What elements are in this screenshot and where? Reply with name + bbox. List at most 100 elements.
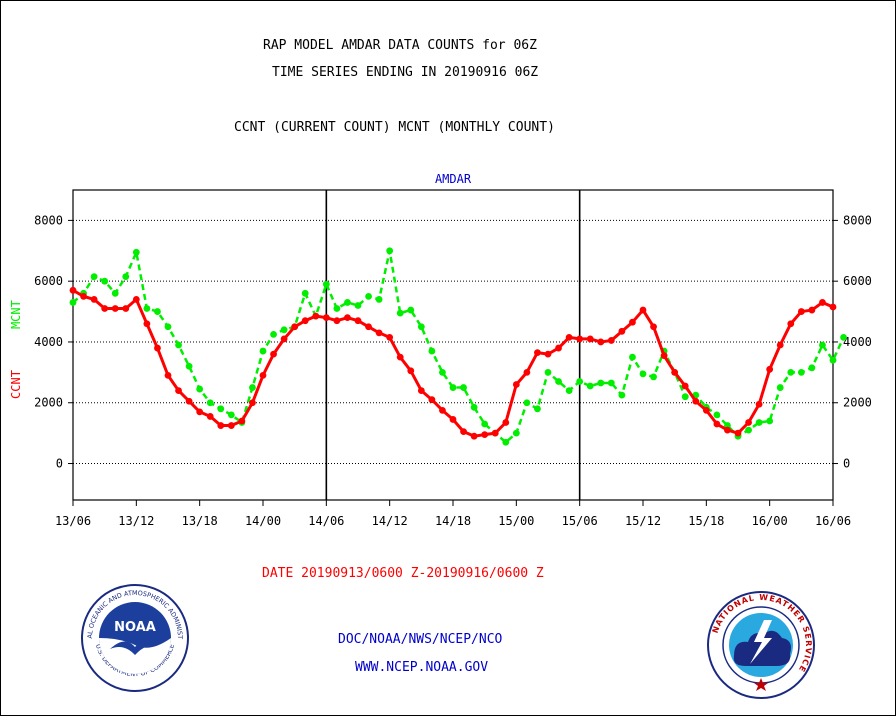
- data-point-mcnt: [428, 347, 436, 355]
- noaa-logo-text: NOAA: [114, 620, 156, 635]
- data-point-ccnt: [618, 327, 626, 335]
- data-point-ccnt: [787, 320, 795, 328]
- data-point-mcnt: [101, 277, 109, 285]
- data-point-mcnt: [797, 368, 805, 376]
- data-point-ccnt: [227, 422, 235, 429]
- y-axis-label-mcnt: MCNT: [9, 300, 23, 329]
- data-point-mcnt: [439, 368, 446, 376]
- data-point-ccnt: [819, 299, 826, 306]
- website-link[interactable]: WWW.NCEP.NOAA.GOV: [355, 660, 489, 675]
- data-point-ccnt: [660, 352, 668, 360]
- data-point-ccnt: [249, 399, 256, 407]
- data-point-ccnt: [491, 429, 499, 437]
- data-point-mcnt: [787, 368, 795, 376]
- data-point-ccnt: [259, 371, 267, 379]
- data-point-mcnt: [523, 399, 531, 407]
- data-point-ccnt: [270, 350, 277, 358]
- data-point-mcnt: [565, 387, 573, 394]
- data-point-mcnt: [322, 280, 330, 288]
- y-tick-label-right: 0: [843, 457, 850, 471]
- data-point-mcnt: [206, 399, 214, 407]
- data-point-ccnt: [460, 428, 467, 436]
- data-point-ccnt: [481, 431, 489, 439]
- data-point-mcnt: [534, 405, 541, 413]
- data-point-mcnt: [639, 370, 647, 378]
- y-tick-label-right: 4000: [843, 335, 872, 349]
- data-point-mcnt: [819, 341, 826, 349]
- data-point-ccnt: [555, 344, 562, 352]
- data-point-ccnt: [291, 323, 299, 331]
- data-point-ccnt: [322, 314, 330, 322]
- x-tick-label: 13/12: [118, 514, 154, 528]
- data-point-ccnt: [681, 382, 689, 390]
- data-point-ccnt: [776, 341, 784, 349]
- noaa-logo: NATIONAL OCEANIC AND ATMOSPHERIC ADMINIS…: [80, 583, 189, 692]
- data-point-ccnt: [111, 305, 119, 312]
- data-point-mcnt: [650, 373, 657, 381]
- data-point-ccnt: [639, 306, 647, 314]
- data-point-ccnt: [333, 317, 341, 325]
- data-point-ccnt: [154, 344, 161, 352]
- data-point-ccnt: [829, 303, 837, 311]
- y-tick-label-left: 4000: [34, 335, 63, 349]
- data-point-mcnt: [681, 393, 689, 401]
- data-point-mcnt: [354, 302, 362, 309]
- data-point-ccnt: [470, 432, 478, 440]
- y-tick-label-right: 6000: [843, 274, 872, 288]
- data-point-mcnt: [586, 382, 594, 390]
- data-point-ccnt: [185, 397, 193, 405]
- data-point-mcnt: [713, 411, 721, 419]
- data-point-ccnt: [512, 381, 520, 388]
- data-point-mcnt: [776, 384, 784, 391]
- data-point-ccnt: [132, 296, 140, 303]
- data-point-ccnt: [439, 406, 446, 414]
- data-point-mcnt: [375, 296, 383, 303]
- plot-area: [72, 189, 834, 501]
- data-point-ccnt: [576, 335, 584, 343]
- plot-title: AMDAR: [435, 172, 472, 186]
- data-point-ccnt: [375, 329, 383, 337]
- data-point-mcnt: [90, 273, 98, 281]
- data-point-mcnt: [217, 405, 225, 413]
- data-point-ccnt: [565, 334, 573, 341]
- data-point-mcnt: [829, 356, 837, 364]
- data-point-mcnt: [69, 299, 77, 306]
- data-point-mcnt: [227, 411, 235, 419]
- x-tick-label: 14/06: [308, 514, 344, 528]
- data-point-ccnt: [692, 397, 700, 405]
- y-tick-label-left: 6000: [34, 274, 63, 288]
- data-point-mcnt: [132, 248, 140, 256]
- data-point-ccnt: [629, 318, 636, 326]
- data-point-ccnt: [101, 305, 109, 312]
- data-point-ccnt: [354, 317, 362, 325]
- data-point-mcnt: [840, 334, 847, 341]
- data-point-ccnt: [175, 387, 182, 394]
- data-point-mcnt: [481, 420, 489, 428]
- data-point-ccnt: [766, 365, 774, 373]
- data-point-mcnt: [154, 308, 161, 315]
- data-point-ccnt: [597, 338, 605, 346]
- data-point-ccnt: [90, 296, 98, 303]
- data-point-ccnt: [713, 420, 721, 428]
- data-point-mcnt: [618, 391, 626, 399]
- data-point-mcnt: [470, 403, 478, 411]
- data-point-mcnt: [808, 364, 816, 372]
- data-point-ccnt: [69, 286, 77, 294]
- data-point-ccnt: [386, 334, 394, 341]
- data-point-mcnt: [175, 341, 182, 349]
- data-point-mcnt: [111, 289, 119, 297]
- x-tick-label: 13/18: [182, 514, 218, 528]
- data-point-ccnt: [365, 323, 372, 331]
- data-point-ccnt: [196, 408, 204, 416]
- data-point-mcnt: [270, 330, 277, 338]
- data-point-mcnt: [607, 379, 615, 387]
- data-point-mcnt: [597, 379, 605, 387]
- y-tick-label-right: 2000: [843, 396, 872, 410]
- data-point-mcnt: [766, 417, 774, 425]
- data-point-ccnt: [122, 305, 130, 312]
- data-point-ccnt: [650, 323, 657, 331]
- org-label: DOC/NOAA/NWS/NCEP/NCO: [338, 632, 503, 647]
- data-point-ccnt: [586, 335, 594, 343]
- data-point-mcnt: [386, 247, 394, 255]
